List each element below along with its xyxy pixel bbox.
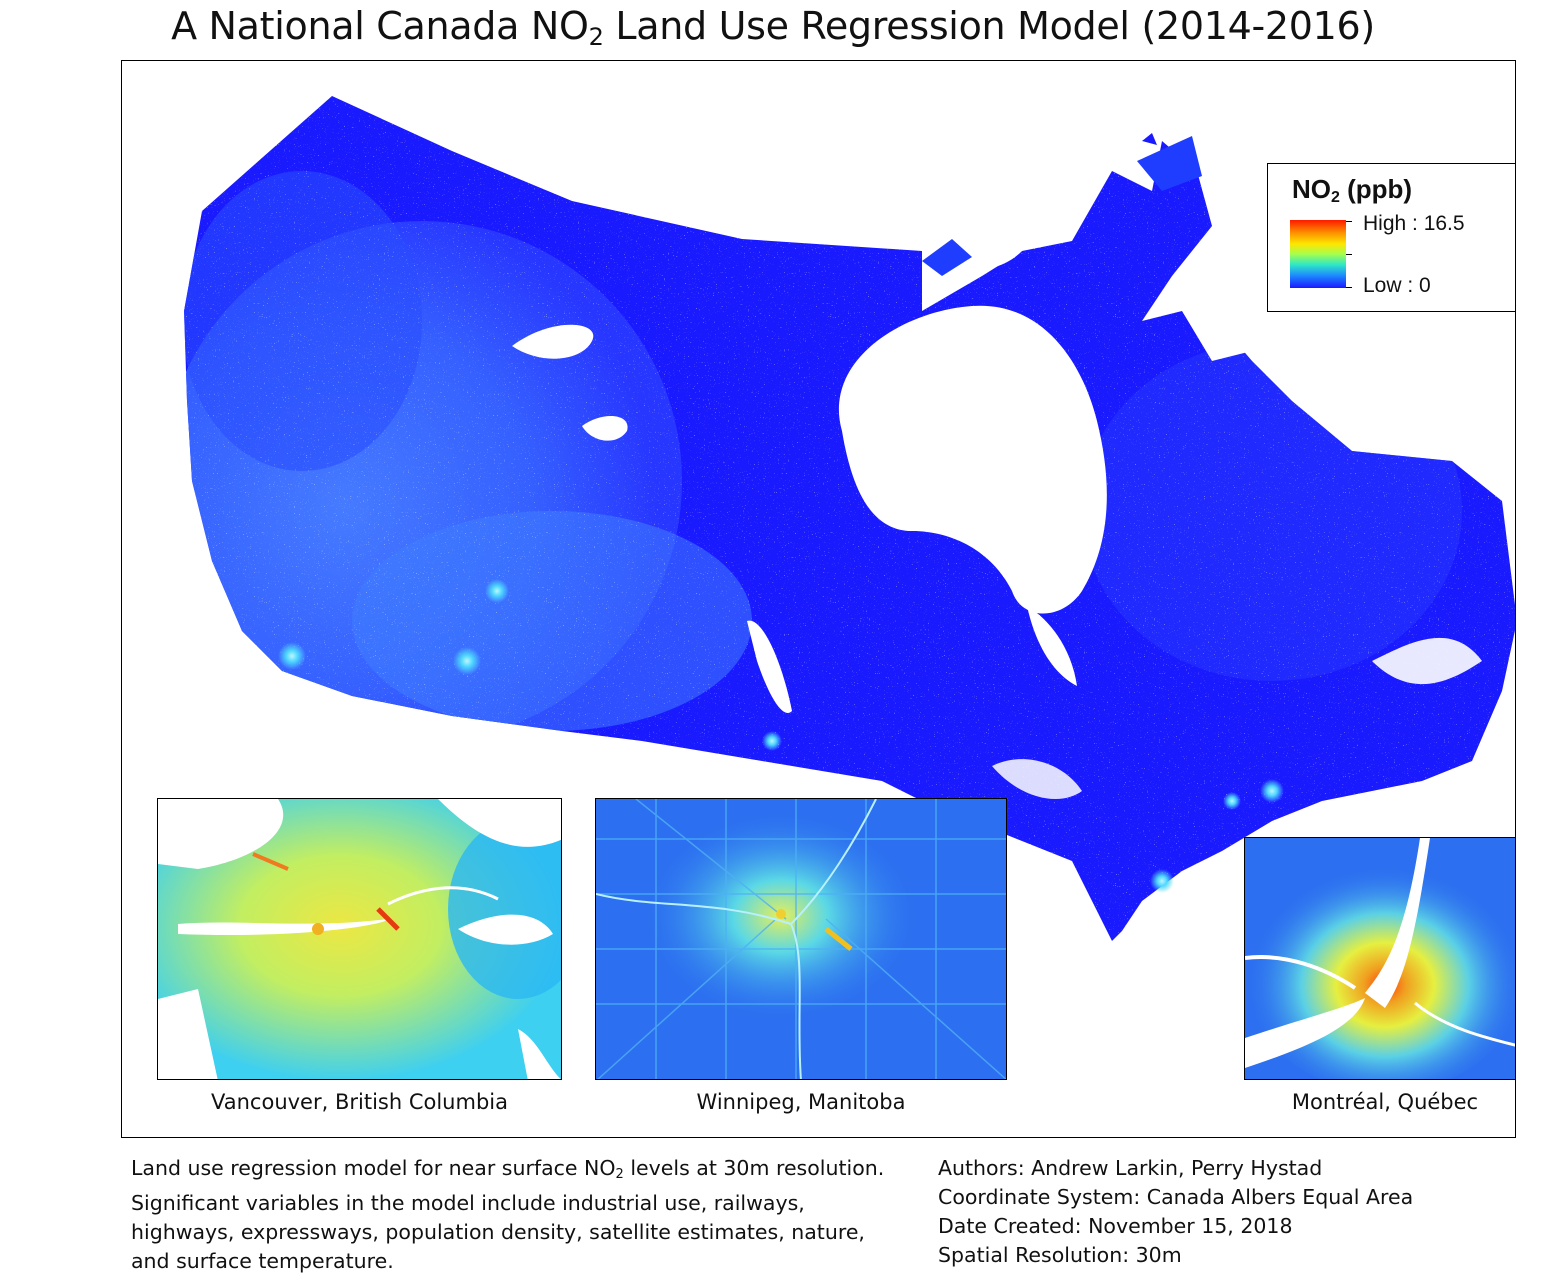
description-line-1: Land use regression model for near surfa…	[131, 1156, 885, 1182]
inset-vancouver	[157, 798, 562, 1080]
metadata-coordinate-system: Coordinate System: Canada Albers Equal A…	[938, 1185, 1414, 1209]
metadata-spatial-resolution: Spatial Resolution: 30m	[938, 1243, 1182, 1267]
metadata-block: Authors: Andrew Larkin, Perry Hystad Coo…	[938, 1154, 1538, 1270]
inset-vancouver-map	[158, 799, 561, 1079]
inset-montreal-map	[1245, 838, 1515, 1079]
legend: NO2 (ppb) High : 16.5 Low : 0	[1267, 163, 1515, 312]
legend-tick-high	[1346, 221, 1352, 222]
map-frame: NO2 (ppb) High : 16.5 Low : 0	[121, 60, 1516, 1138]
description-block: Land use regression model for near surfa…	[131, 1154, 921, 1276]
legend-high-label: High : 16.5	[1363, 212, 1465, 235]
inset-label-vancouver: Vancouver, British Columbia	[211, 1090, 508, 1114]
inset-winnipeg	[595, 798, 1007, 1080]
inset-label-montreal: Montréal, Québec	[1291, 1090, 1479, 1114]
map-title: A National Canada NO2 Land Use Regressio…	[171, 4, 1375, 51]
hudson-bay	[838, 305, 1107, 614]
legend-color-ramp	[1290, 220, 1346, 288]
description-line-3: highways, expressways, population densit…	[131, 1220, 865, 1244]
legend-title: NO2 (ppb)	[1292, 174, 1413, 206]
description-line-2: Significant variables in the model inclu…	[131, 1191, 805, 1215]
metadata-date-created: Date Created: November 15, 2018	[938, 1214, 1293, 1238]
metadata-authors: Authors: Andrew Larkin, Perry Hystad	[938, 1156, 1323, 1180]
legend-low-label: Low : 0	[1363, 274, 1431, 297]
legend-tick-mid	[1346, 254, 1352, 255]
arctic-island	[1137, 136, 1202, 191]
description-line-4: and surface temperature.	[131, 1249, 394, 1273]
inset-label-winnipeg: Winnipeg, Manitoba	[696, 1090, 906, 1114]
inset-montreal	[1244, 837, 1515, 1080]
legend-tick-low	[1346, 287, 1352, 288]
inset-winnipeg-map	[596, 799, 1006, 1079]
